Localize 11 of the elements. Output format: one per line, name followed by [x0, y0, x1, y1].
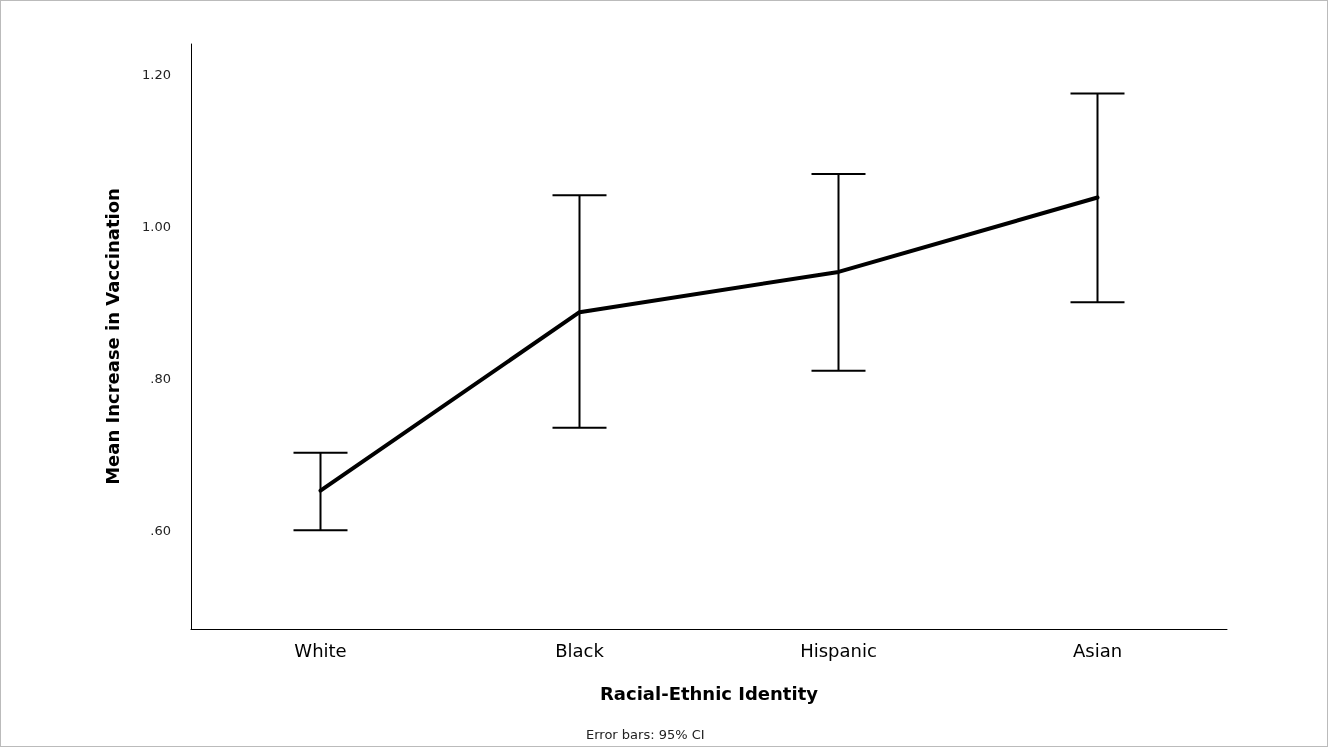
- x-tick-label: Black: [555, 639, 605, 661]
- y-tick-label: 1.00: [142, 218, 171, 234]
- y-tick-label: 1.20: [142, 66, 171, 82]
- x-axis-title: Racial-Ethnic Identity: [600, 682, 819, 704]
- y-tick-label: .80: [150, 370, 171, 386]
- y-axis-title: Mean Increase in Vaccination: [101, 188, 123, 485]
- y-tick-label: .60: [150, 522, 171, 538]
- text: Error bars: 95% CI: [586, 727, 705, 742]
- x-tick-label: Hispanic: [800, 639, 877, 661]
- x-tick-label: Asian: [1072, 639, 1123, 661]
- x-tick-label: White: [294, 639, 347, 661]
